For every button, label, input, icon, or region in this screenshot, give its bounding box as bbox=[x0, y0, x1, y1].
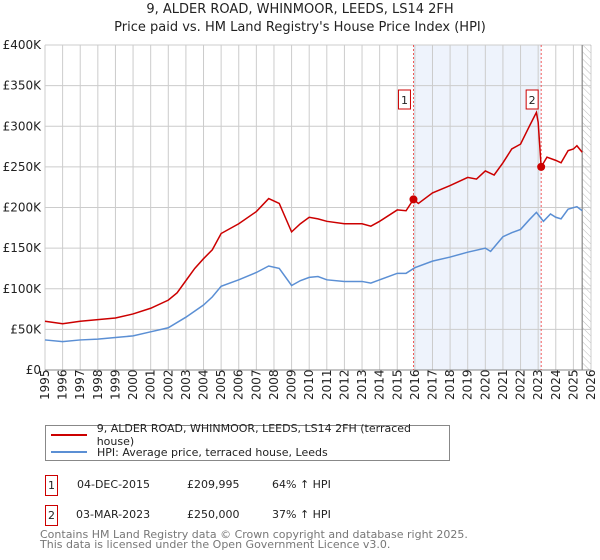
x-tick-label: 2025 bbox=[566, 369, 580, 400]
x-tick-label: 2014 bbox=[373, 369, 387, 400]
x-tick-label: 2006 bbox=[232, 369, 246, 400]
x-tick-label: 2007 bbox=[249, 369, 263, 400]
x-tick-label: 2021 bbox=[496, 369, 510, 400]
sale-hpi: 64% ↑ HPI bbox=[272, 478, 331, 491]
x-tick-label: 2026 bbox=[584, 369, 598, 400]
legend-item-property: 9, ALDER ROAD, WHINMOOR, LEEDS, LS14 2FH… bbox=[51, 422, 449, 448]
x-tick-label: 1998 bbox=[91, 369, 105, 400]
chart-subtitle: Price paid vs. HM Land Registry's House … bbox=[114, 20, 486, 35]
sale-hpi: 37% ↑ HPI bbox=[272, 508, 331, 521]
sale-badge: 1 bbox=[45, 475, 58, 496]
y-tick-label: £100K bbox=[3, 282, 43, 296]
x-tick-label: 2010 bbox=[302, 369, 316, 400]
sale-price: £250,000 bbox=[187, 508, 240, 521]
sale-date: 03-MAR-2023 bbox=[76, 508, 151, 521]
x-tick-label: 2009 bbox=[285, 369, 299, 400]
y-tick-label: £150K bbox=[3, 241, 43, 255]
sale-label-box bbox=[525, 89, 539, 110]
x-tick-label: 2023 bbox=[531, 369, 545, 400]
x-tick-label: 2015 bbox=[390, 369, 404, 400]
footer-line: Contains HM Land Registry data © Crown c… bbox=[40, 528, 468, 541]
x-tick-label: 2004 bbox=[197, 369, 211, 400]
legend-swatch-blue bbox=[51, 451, 87, 453]
x-tick-label: 2000 bbox=[126, 369, 140, 400]
x-tick-label: 2008 bbox=[267, 369, 281, 400]
x-tick-label: 2003 bbox=[179, 369, 193, 400]
x-tick-label: 2005 bbox=[214, 369, 228, 400]
x-tick-label: 1999 bbox=[108, 369, 122, 400]
legend: 9, ALDER ROAD, WHINMOOR, LEEDS, LS14 2FH… bbox=[45, 422, 450, 461]
x-tick-label: 2012 bbox=[337, 369, 351, 400]
footer-line: This data is licensed under the Open Gov… bbox=[40, 538, 391, 551]
x-tick-label: 2001 bbox=[144, 369, 158, 400]
x-tick-label: 2011 bbox=[320, 369, 334, 400]
legend-swatch-red bbox=[51, 434, 87, 436]
x-tick-label: 2022 bbox=[514, 369, 528, 400]
x-tick-label: 2024 bbox=[549, 369, 563, 400]
sale-price: £209,995 bbox=[187, 478, 240, 491]
property-line bbox=[44, 110, 583, 325]
y-tick-label: £350K bbox=[3, 79, 43, 93]
sale-point bbox=[409, 195, 418, 204]
legend-item-hpi: HPI: Average price, terraced house, Leed… bbox=[51, 444, 328, 460]
x-tick-label: 1997 bbox=[73, 369, 87, 400]
x-tick-label: 1996 bbox=[56, 369, 70, 400]
chart-title: 9, ALDER ROAD, WHINMOOR, LEEDS, LS14 2FH bbox=[146, 2, 454, 17]
sale-label: 2 bbox=[529, 94, 536, 107]
y-tick-label: £400K bbox=[3, 38, 43, 52]
x-tick-label: 2020 bbox=[478, 369, 492, 400]
sale-badge: 2 bbox=[45, 505, 58, 526]
y-tick-label: £300K bbox=[3, 119, 43, 133]
x-tick-label: 2013 bbox=[355, 369, 369, 400]
x-tick-label: 2002 bbox=[161, 369, 175, 400]
x-tick-label: 1995 bbox=[38, 369, 52, 400]
sale-label-box bbox=[397, 89, 411, 110]
x-tick-label: 2017 bbox=[425, 369, 439, 400]
footer: Contains HM Land Registry data © Crown c… bbox=[40, 528, 468, 551]
sale-label: 1 bbox=[401, 94, 408, 107]
y-tick-label: £50K bbox=[10, 322, 42, 336]
legend-label: HPI: Average price, terraced house, Leed… bbox=[97, 445, 328, 459]
chart-plot: 1995 1996 1997 1998 1999 2000 2001 2002 2003 2004… bbox=[3, 38, 598, 400]
sale-point bbox=[537, 162, 546, 171]
sale-date: 04-DEC-2015 bbox=[77, 478, 151, 491]
x-tick-label: 2018 bbox=[443, 369, 457, 400]
legend-label: 9, ALDER ROAD, WHINMOOR, LEEDS, LS14 2FH… bbox=[96, 422, 412, 448]
y-tick-label: £250K bbox=[3, 160, 43, 174]
hpi-line bbox=[44, 205, 583, 343]
x-tick-label: 2019 bbox=[461, 369, 475, 400]
y-tick-label: £200K bbox=[3, 201, 43, 215]
y-tick-label: £0 bbox=[26, 363, 41, 377]
x-tick-label: 2016 bbox=[408, 369, 422, 400]
